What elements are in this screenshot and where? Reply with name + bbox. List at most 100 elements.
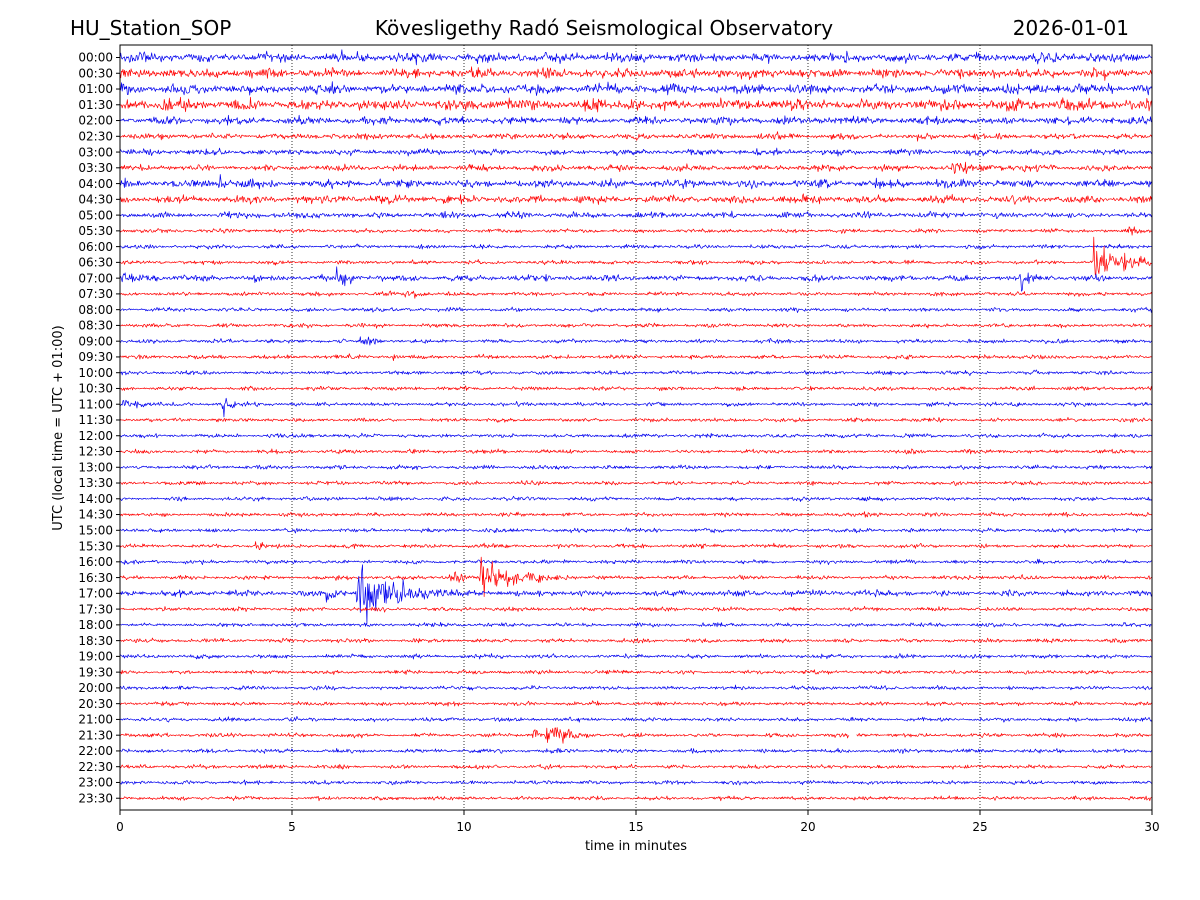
y-tick-label: 02:30 — [78, 130, 113, 144]
y-tick-label: 07:00 — [78, 271, 113, 285]
y-tick-label: 19:30 — [78, 665, 113, 679]
trace-0230 — [119, 131, 1153, 142]
y-tick-label: 13:30 — [78, 476, 113, 490]
trace-0830 — [119, 322, 1153, 329]
trace-1400 — [119, 495, 1153, 502]
y-tick-label: 15:00 — [78, 524, 113, 538]
trace-0030 — [119, 66, 1153, 81]
y-tick-label: 19:00 — [78, 650, 113, 664]
trace-1630 — [119, 556, 1153, 597]
trace-0900 — [119, 336, 1153, 346]
trace-1530 — [119, 541, 1153, 551]
chart-date: 2026-01-01 — [1013, 16, 1129, 40]
y-tick-label: 12:30 — [78, 445, 113, 459]
trace-0600 — [119, 243, 1153, 250]
trace-0400 — [119, 174, 1153, 190]
y-tick-label: 12:00 — [78, 429, 113, 443]
y-tick-label: 06:30 — [78, 256, 113, 270]
trace-0200 — [119, 114, 1153, 126]
y-tick-label: 21:00 — [78, 713, 113, 727]
trace-2330 — [119, 795, 1153, 802]
y-tick-label: 16:30 — [78, 571, 113, 585]
y-tick-label: 10:00 — [78, 366, 113, 380]
y-tick-label: 05:00 — [78, 208, 113, 222]
y-tick-label: 00:30 — [78, 66, 113, 80]
trace-1200 — [119, 432, 1153, 439]
trace-0130 — [119, 96, 1153, 113]
y-tick-label: 04:30 — [78, 193, 113, 207]
trace-0730 — [119, 290, 1153, 299]
trace-1600 — [119, 558, 1153, 565]
y-tick-label: 23:00 — [78, 776, 113, 790]
trace-2230 — [119, 763, 1153, 770]
y-tick-label: 13:00 — [78, 460, 113, 474]
y-tick-label: 08:30 — [78, 319, 113, 333]
x-tick-label: 15 — [628, 820, 643, 834]
trace-0800 — [119, 306, 1153, 313]
trace-1800 — [119, 621, 1153, 628]
trace-1730 — [119, 605, 1153, 613]
trace-2030 — [119, 700, 1153, 707]
trace-0530 — [119, 226, 1153, 236]
y-tick-label: 05:30 — [78, 224, 113, 238]
y-tick-label: 09:00 — [78, 334, 113, 348]
x-axis: 0 5 10 15 20 25 30 — [116, 810, 1160, 834]
y-tick-label: 23:30 — [78, 791, 113, 805]
trace-group — [119, 49, 1153, 802]
x-axis-label: time in minutes — [585, 839, 687, 854]
trace-2100 — [119, 716, 1153, 723]
trace-0000 — [119, 49, 1153, 66]
trace-0630 — [119, 236, 1153, 276]
trace-2200 — [119, 747, 1153, 755]
trace-1700 — [119, 564, 1153, 624]
y-tick-label: 09:30 — [78, 350, 113, 364]
y-tick-label: 03:00 — [78, 145, 113, 159]
y-tick-label: 11:00 — [78, 397, 113, 411]
y-tick-label: 16:00 — [78, 555, 113, 569]
y-tick-label: 14:30 — [78, 508, 113, 522]
x-tick-label: 20 — [800, 820, 815, 834]
y-tick-label: 17:30 — [78, 602, 113, 616]
x-tick-label: 0 — [116, 820, 124, 834]
y-tick-label: 02:00 — [78, 114, 113, 128]
trace-1100 — [119, 397, 1153, 418]
y-tick-label: 15:30 — [78, 539, 113, 553]
y-tick-label: 00:00 — [78, 51, 113, 65]
y-tick-label: 22:00 — [78, 744, 113, 758]
y-tick-label: 14:00 — [78, 492, 113, 506]
x-tick-label: 25 — [972, 820, 987, 834]
x-tick-label: 5 — [288, 820, 296, 834]
y-tick-label: 11:30 — [78, 413, 113, 427]
y-tick-label: 18:00 — [78, 618, 113, 632]
trace-0430 — [119, 193, 1153, 205]
trace-1230 — [119, 448, 1153, 455]
trace-1900 — [119, 653, 1153, 660]
trace-1030 — [119, 385, 1153, 392]
y-tick-label: 20:00 — [78, 681, 113, 695]
trace-1500 — [119, 527, 1153, 534]
chart-title: Köveslig­ethy Radó Seismological Observa… — [375, 16, 833, 40]
trace-2300 — [119, 779, 1153, 786]
trace-0500 — [119, 210, 1153, 220]
trace-0330 — [119, 161, 1153, 174]
y-tick-label: 06:00 — [78, 240, 113, 254]
trace-0300 — [119, 147, 1153, 157]
y-tick-label: 18:30 — [78, 634, 113, 648]
y-axis-label: UTC (local time = UTC + 01:00) — [51, 325, 66, 530]
x-tick-label: 10 — [456, 820, 471, 834]
trace-0100 — [119, 81, 1153, 96]
trace-1830 — [119, 637, 1153, 644]
y-tick-label: 17:00 — [78, 587, 113, 601]
y-tick-label: 03:30 — [78, 161, 113, 175]
trace-1000 — [119, 369, 1153, 377]
y-tick-label: 07:30 — [78, 287, 113, 301]
trace-1430 — [119, 511, 1153, 518]
y-tick-label: 01:00 — [78, 82, 113, 96]
trace-2130 — [119, 727, 1153, 744]
y-tick-label: 20:30 — [78, 697, 113, 711]
trace-0930 — [119, 353, 1153, 361]
trace-1300 — [119, 464, 1153, 471]
